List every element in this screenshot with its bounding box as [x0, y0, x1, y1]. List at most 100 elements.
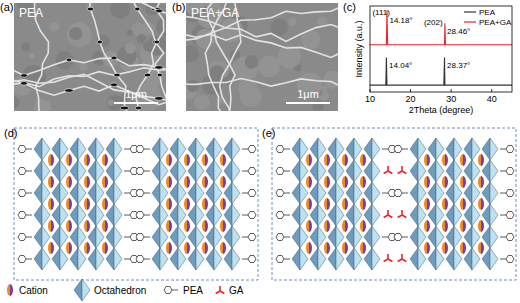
octahedron [372, 138, 380, 160]
octahedron [170, 138, 178, 160]
octahedron [178, 248, 186, 270]
sem-texture [14, 97, 20, 109]
cation [51, 220, 54, 232]
octahedron [328, 226, 336, 248]
octahedron [336, 182, 344, 204]
octahedron [70, 204, 78, 226]
cation [424, 176, 427, 188]
text: Intensity (a.u.) [354, 20, 364, 77]
sem-texture [108, 99, 114, 105]
text: (d) [4, 127, 17, 139]
text: 40 [487, 94, 497, 104]
octahedron [224, 182, 232, 204]
pea-tail [242, 215, 248, 216]
cation [481, 220, 484, 232]
pea-ring [18, 168, 26, 175]
octahedron [88, 138, 96, 160]
octahedron [152, 204, 160, 226]
octahedron [428, 138, 436, 160]
pore [155, 97, 163, 101]
pea-tail [124, 259, 130, 260]
octahedron [74, 279, 82, 301]
octahedron [214, 182, 222, 204]
octahedron [464, 204, 472, 226]
octahedron [160, 182, 168, 204]
octahedron [328, 138, 336, 160]
pea-ring [136, 168, 144, 175]
cation [102, 198, 105, 210]
octahedron [178, 204, 186, 226]
cation [187, 154, 190, 166]
octahedron [436, 204, 444, 226]
octahedron [446, 204, 454, 226]
pea-ring [506, 256, 514, 263]
sem-texture [137, 34, 146, 43]
cation [102, 176, 105, 188]
cation [463, 176, 466, 188]
pea-ring [276, 256, 284, 263]
schematic-legend [7, 279, 224, 301]
cation [84, 198, 87, 210]
octahedron [88, 248, 96, 270]
pea-ring [18, 256, 26, 263]
sem-image [186, 3, 338, 111]
scale-bar [286, 102, 330, 104]
cation [445, 242, 448, 254]
octahedron [114, 138, 122, 160]
octahedron [188, 226, 196, 248]
pea-tail [26, 193, 32, 194]
octahedron [206, 138, 214, 160]
octahedron [354, 248, 362, 270]
x-tick [491, 89, 492, 92]
cation [463, 198, 466, 210]
pea-ring [276, 190, 284, 197]
octahedron [52, 248, 60, 270]
cation [169, 176, 172, 188]
cation [481, 242, 484, 254]
cation [460, 154, 463, 166]
octahedron [300, 138, 308, 160]
octahedron [346, 160, 354, 182]
octahedron [34, 138, 42, 160]
octahedron [318, 138, 326, 160]
sem-texture [240, 86, 262, 108]
cation [84, 176, 87, 188]
pea-ring [506, 168, 514, 175]
pea-ring [506, 190, 514, 197]
text: 1μm [297, 88, 319, 100]
cation [51, 242, 54, 254]
legend-swatch [464, 21, 476, 22]
cation [184, 176, 187, 188]
pea-ring [248, 256, 256, 263]
cation [445, 154, 448, 166]
text: 2Theta (degree) [409, 105, 474, 115]
ga-arm [219, 286, 221, 291]
pea-tail [284, 215, 290, 216]
octahedron [52, 226, 60, 248]
legend-label: Cation [19, 285, 48, 296]
ga-arm [398, 259, 402, 262]
octahedron [78, 160, 86, 182]
pea-tail [284, 171, 290, 172]
octahedron [428, 226, 436, 248]
octahedron [346, 204, 354, 226]
cation [478, 154, 481, 166]
cation [345, 220, 348, 232]
cation [360, 176, 363, 188]
pea-tail [144, 237, 150, 238]
octahedron [214, 226, 222, 248]
pea-tail [242, 149, 248, 150]
pea-tail [500, 171, 506, 172]
ga-arm [387, 166, 389, 171]
ga-arm [216, 291, 220, 294]
octahedron [196, 138, 204, 160]
octahedron [482, 248, 490, 270]
octahedron [224, 160, 232, 182]
cation [66, 242, 69, 254]
octahedron [410, 204, 418, 226]
octahedron [178, 226, 186, 248]
cation [51, 154, 54, 166]
sem-texture [49, 22, 59, 32]
cation [324, 220, 327, 232]
octahedron [410, 248, 418, 270]
